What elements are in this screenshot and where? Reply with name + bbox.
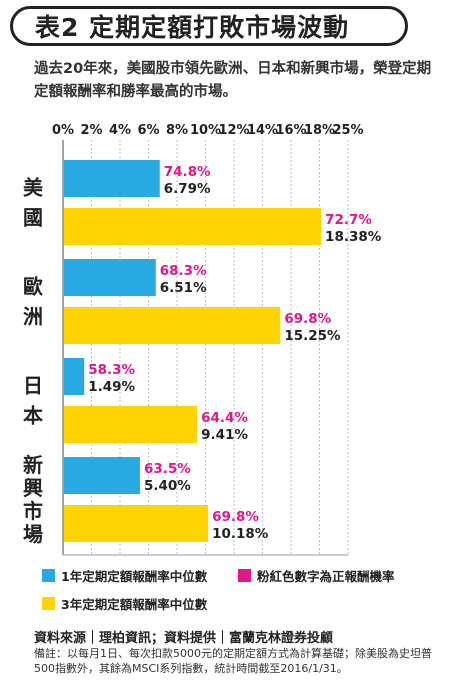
bar [64, 457, 140, 494]
x-tick-label: 16% [275, 123, 306, 138]
legend-item-1yr: 1年定期定額報酬率中位數 [42, 566, 207, 585]
legend-swatch-1yr [42, 569, 55, 582]
legend-swatch-pink [238, 569, 251, 582]
median-value-label: 9.41% [201, 427, 248, 443]
x-tick-label: 2% [80, 123, 102, 138]
median-value-label: 6.79% [164, 181, 211, 197]
x-tick-label: 25% [332, 123, 363, 138]
chart-title-box: 表2 定期定額打敗市場波動 [10, 6, 408, 46]
x-tick-label: 0% [52, 123, 74, 138]
legend-item-pink: 粉紅色數字為正報酬機率 [238, 566, 395, 585]
category-label: 歐 [23, 275, 43, 299]
positive-rate-label: 68.3% [160, 263, 207, 279]
x-tick-label: 12% [218, 123, 249, 138]
category-label: 新 [23, 453, 43, 477]
median-value-label: 1.49% [88, 379, 135, 395]
chart-subtitle: 過去20年來，美國股市領先歐洲、日本和新興市場，榮登定期定額報酬率和勝率最高的市… [34, 61, 432, 100]
positive-rate-label: 69.8% [212, 509, 259, 525]
legend-label-3yr: 3年定期定額報酬率中位數 [61, 597, 208, 612]
x-tick-label: 6% [137, 123, 159, 138]
positive-rate-label: 72.7% [325, 212, 372, 228]
median-value-label: 18.38% [325, 229, 382, 245]
bar [64, 307, 281, 344]
legend-label-1yr: 1年定期定額報酬率中位數 [61, 569, 208, 584]
median-value-label: 10.18% [212, 526, 269, 542]
bar [64, 160, 160, 197]
positive-rate-label: 58.3% [88, 362, 135, 378]
legend-item-3yr: 3年定期定額報酬率中位數 [42, 594, 207, 613]
legend-swatch-3yr [42, 597, 55, 610]
footnote: 備註：以每月1日、每次扣款5000元的定期定額方式為計算基礎；除美股為史坦普50… [34, 647, 432, 675]
bar [64, 259, 156, 296]
chart-title: 表2 定期定額打敗市場波動 [35, 13, 350, 42]
bar [64, 406, 198, 443]
bar [64, 208, 322, 245]
x-tick-label: 4% [109, 123, 131, 138]
positive-rate-label: 69.8% [284, 311, 331, 327]
category-label: 國 [23, 206, 43, 230]
median-value-label: 6.51% [160, 280, 207, 296]
data-source: 資料來源｜理柏資訊；資料提供｜富蘭克林證券投顧 [34, 631, 334, 646]
positive-rate-label: 64.4% [201, 410, 248, 426]
median-value-label: 15.25% [284, 328, 341, 344]
category-label: 日 [23, 374, 43, 398]
category-label: 興 [23, 476, 43, 500]
category-label: 美 [23, 176, 44, 200]
x-tick-label: 14% [247, 123, 278, 138]
x-tick-label: 8% [166, 123, 188, 138]
positive-rate-label: 63.5% [144, 461, 191, 477]
bar [64, 505, 209, 542]
category-label: 市 [23, 499, 43, 523]
category-label: 洲 [23, 305, 43, 329]
category-label: 本 [23, 404, 43, 428]
x-tick-label: 18% [304, 123, 335, 138]
positive-rate-label: 74.8% [164, 164, 211, 180]
median-value-label: 5.40% [144, 478, 191, 494]
x-tick-label: 10% [190, 123, 221, 138]
category-label: 場 [23, 522, 43, 546]
bar [64, 358, 85, 395]
legend-label-pink: 粉紅色數字為正報酬機率 [257, 569, 395, 584]
